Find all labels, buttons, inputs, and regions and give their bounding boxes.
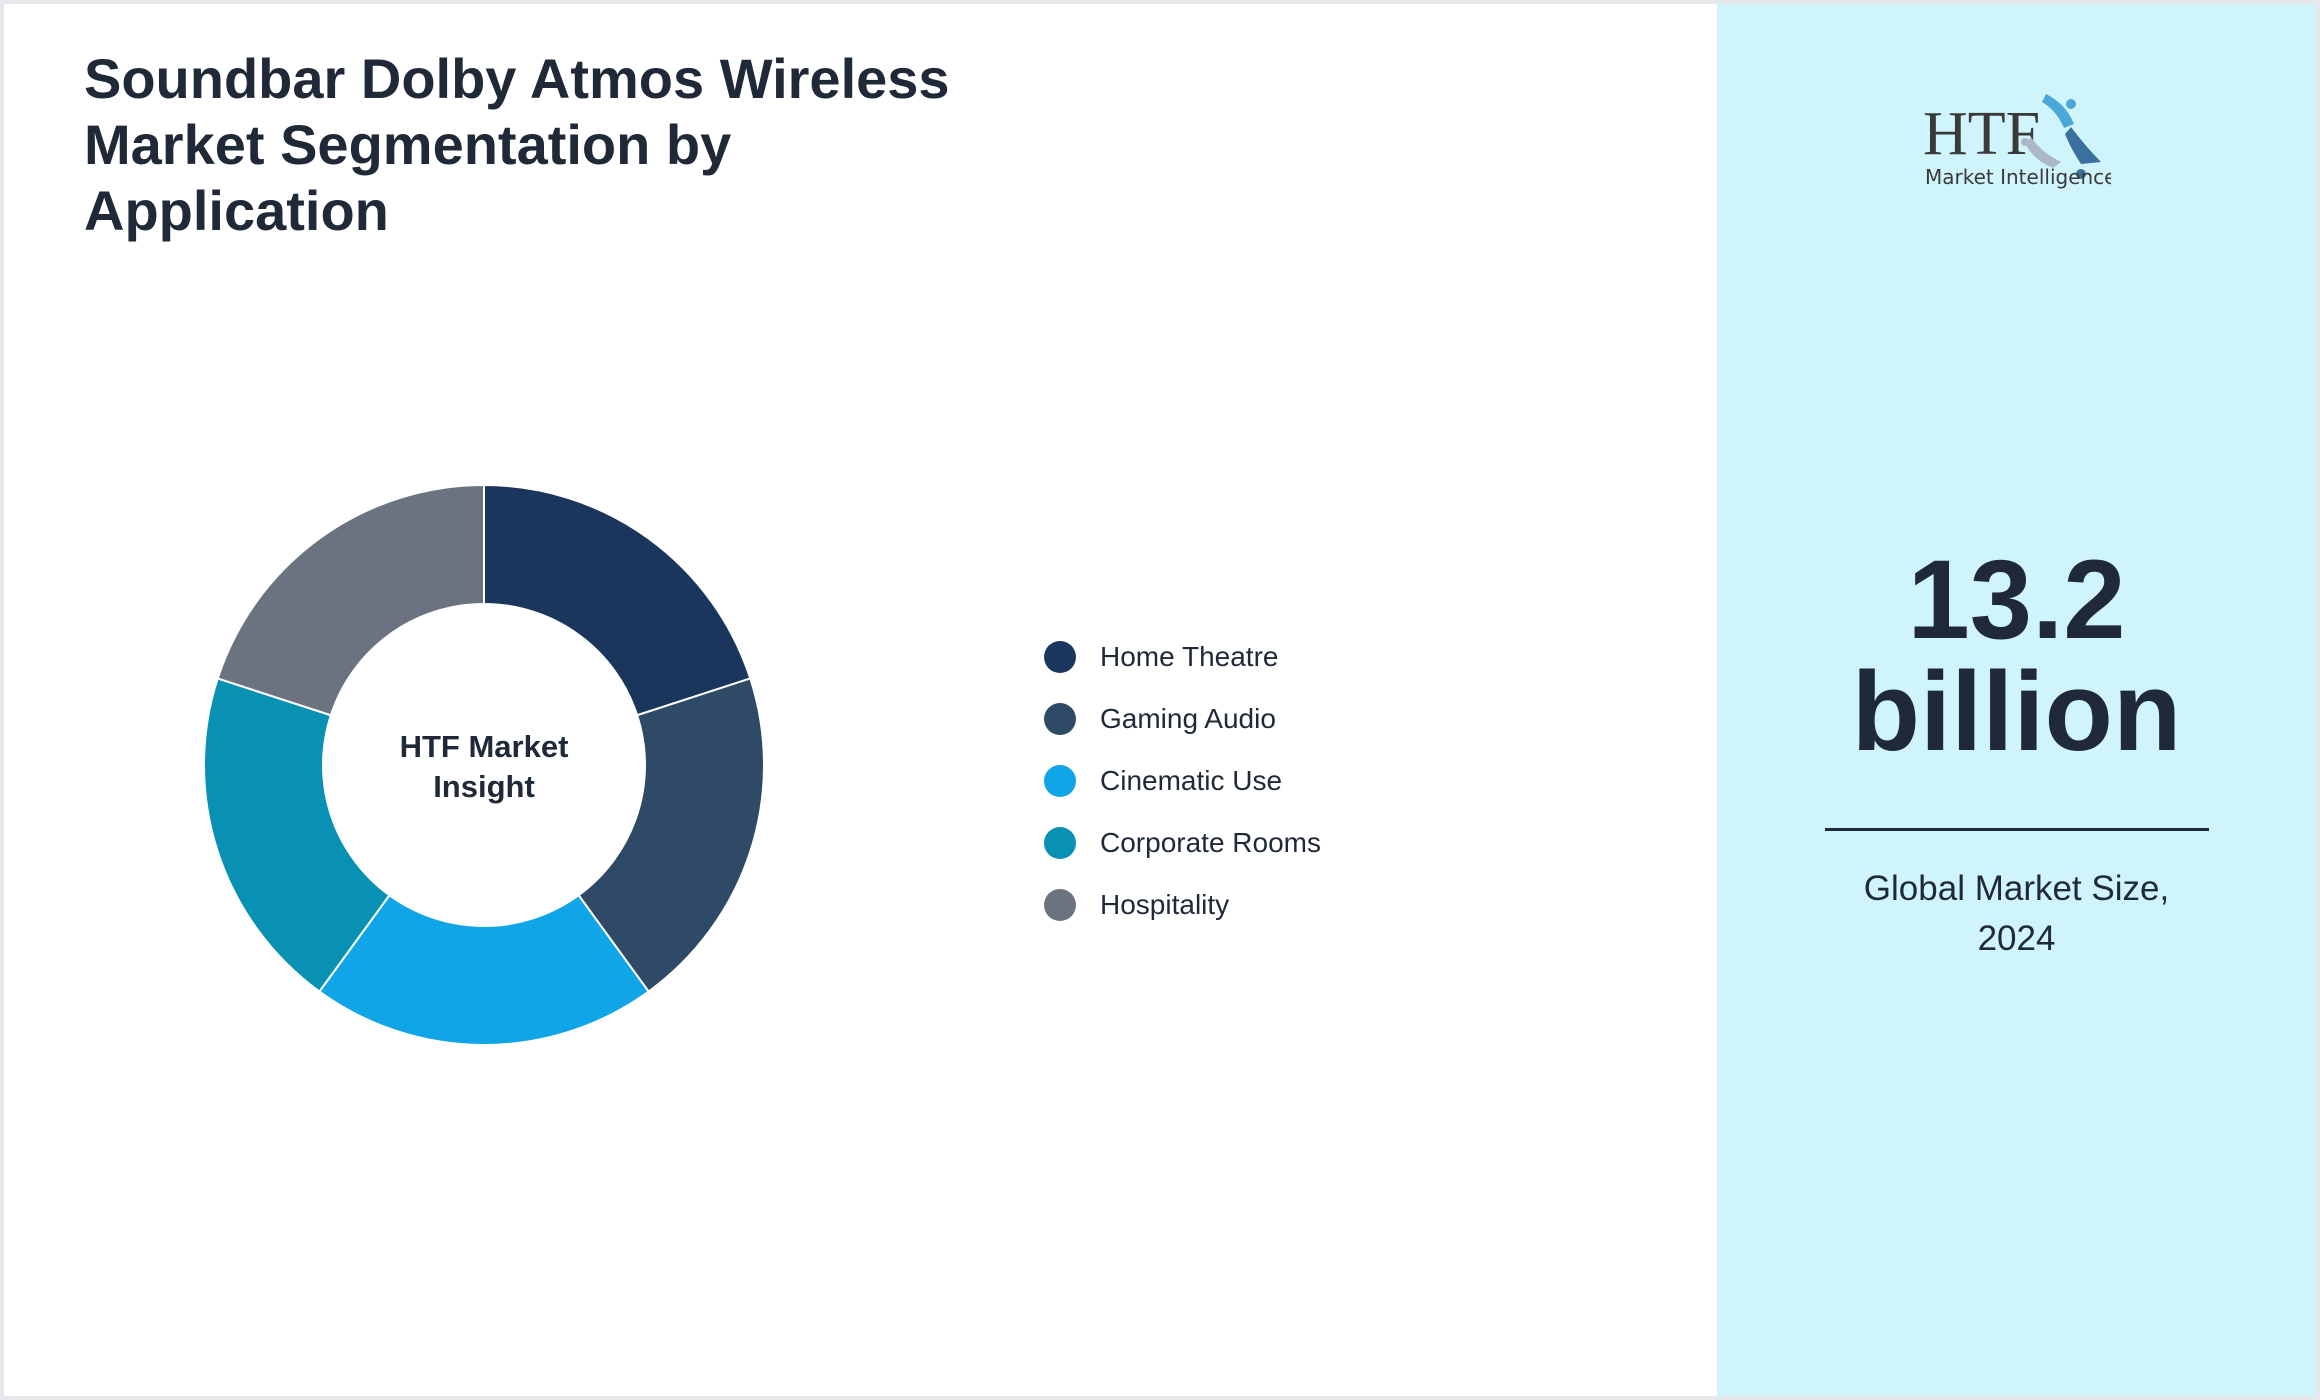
svg-text:HTF: HTF xyxy=(1923,100,2040,168)
market-size-panel: HTF Market Intelligence 13.2 billion Glo… xyxy=(1717,4,2316,1396)
caption-line1: Global Market Size, xyxy=(1863,869,2170,908)
htf-logo: HTF Market Intelligence xyxy=(1923,94,2111,189)
legend-swatch xyxy=(1044,827,1076,859)
slice-corporate-rooms xyxy=(203,677,391,993)
slice-hospitality xyxy=(216,483,485,717)
legend-label: Gaming Audio xyxy=(1100,703,1276,734)
slice-gaming-audio xyxy=(577,677,765,993)
divider xyxy=(1825,828,2209,831)
market-size-caption: Global Market Size, 2024 xyxy=(1717,864,2316,964)
legend: Home Theatre Gaming Audio Cinematic Use Cor… xyxy=(1044,626,1321,936)
legend-swatch xyxy=(1044,889,1076,921)
legend-swatch xyxy=(1044,703,1076,735)
market-value-number: 13.2 xyxy=(1907,537,2126,662)
market-value-unit: billion xyxy=(1851,649,2182,774)
svg-text:Market Intelligence: Market Intelligence xyxy=(1925,165,2111,189)
center-label-line2: Insight xyxy=(433,769,535,804)
legend-item: Home Theatre xyxy=(1044,626,1321,688)
legend-swatch xyxy=(1044,641,1076,673)
center-label-line1: HTF Market xyxy=(400,729,569,764)
slice-home-theatre xyxy=(483,483,752,717)
legend-label: Cinematic Use xyxy=(1100,765,1283,796)
legend-swatch xyxy=(1044,765,1076,797)
market-size-value: 13.2 billion xyxy=(1717,544,2316,768)
legend-label: Corporate Rooms xyxy=(1100,827,1321,858)
legend-label: Hospitality xyxy=(1100,889,1230,920)
page: Soundbar Dolby Atmos Wireless Market Seg… xyxy=(4,4,2316,1396)
slice-cinematic-use xyxy=(318,893,650,1047)
donut-chart: HTF Market Insight xyxy=(203,483,765,1047)
legend-item: Hospitality xyxy=(1044,874,1321,936)
legend-label: Home Theatre xyxy=(1100,641,1279,672)
chart-title: Soundbar Dolby Atmos Wireless Market Seg… xyxy=(84,47,950,242)
caption-line2: 2024 xyxy=(1977,919,2056,958)
legend-item: Cinematic Use xyxy=(1044,750,1321,812)
legend-item: Corporate Rooms xyxy=(1044,812,1321,874)
legend-item: Gaming Audio xyxy=(1044,688,1321,750)
